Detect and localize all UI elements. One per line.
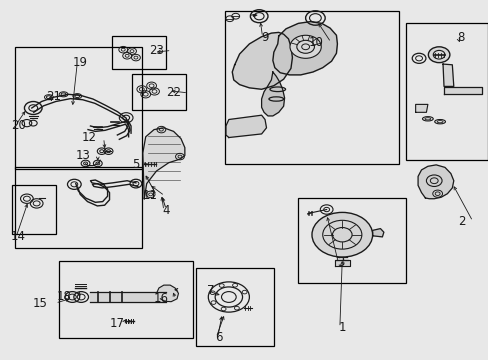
Text: 22: 22 <box>165 86 181 99</box>
Polygon shape <box>272 22 337 75</box>
Text: 7: 7 <box>206 284 214 297</box>
Polygon shape <box>417 165 453 199</box>
Polygon shape <box>415 104 427 112</box>
Text: 4: 4 <box>162 204 170 217</box>
Polygon shape <box>334 260 349 266</box>
Polygon shape <box>225 115 266 138</box>
Text: 2: 2 <box>457 215 465 228</box>
Text: 1: 1 <box>338 321 346 334</box>
Text: 15: 15 <box>33 297 48 310</box>
Text: 13: 13 <box>76 149 90 162</box>
Bar <box>12 185 56 234</box>
Text: 12: 12 <box>81 131 96 144</box>
Text: 17: 17 <box>109 317 124 330</box>
Bar <box>15 167 142 248</box>
Bar <box>15 47 142 169</box>
Polygon shape <box>261 72 284 116</box>
Text: 14: 14 <box>11 230 26 243</box>
Bar <box>112 36 166 69</box>
Text: 9: 9 <box>261 31 268 44</box>
Bar <box>405 23 487 160</box>
Text: 5: 5 <box>132 158 139 171</box>
Text: 19: 19 <box>72 57 87 69</box>
Text: 18: 18 <box>57 290 72 303</box>
Text: 8: 8 <box>456 31 464 44</box>
Text: 11: 11 <box>142 189 157 202</box>
Polygon shape <box>156 285 178 302</box>
Text: 21: 21 <box>46 90 61 103</box>
Polygon shape <box>90 292 166 302</box>
Text: 16: 16 <box>153 292 168 305</box>
Polygon shape <box>142 128 184 199</box>
Polygon shape <box>443 87 481 94</box>
Bar <box>195 268 273 346</box>
Text: 3: 3 <box>336 256 344 269</box>
Text: 10: 10 <box>308 36 323 49</box>
Bar <box>298 198 405 283</box>
Circle shape <box>427 47 449 63</box>
Bar <box>132 74 185 110</box>
Bar <box>59 261 193 338</box>
Text: 20: 20 <box>11 119 25 132</box>
Text: 6: 6 <box>214 331 222 344</box>
Polygon shape <box>372 229 383 237</box>
Circle shape <box>289 35 321 58</box>
Circle shape <box>311 212 372 257</box>
Polygon shape <box>442 64 453 86</box>
Polygon shape <box>232 32 292 89</box>
Bar <box>224 11 398 164</box>
Text: 23: 23 <box>149 44 164 57</box>
